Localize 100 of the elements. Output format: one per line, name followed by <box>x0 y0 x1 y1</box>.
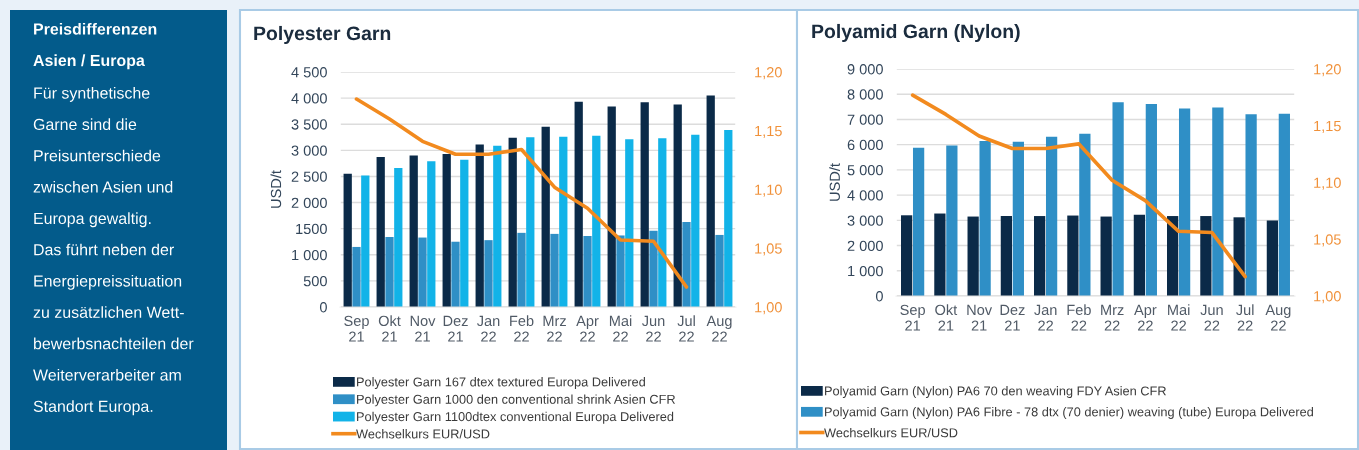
y-tick-label: 1 000 <box>292 249 327 261</box>
bar <box>583 235 592 307</box>
bar <box>475 144 484 307</box>
bar <box>1067 215 1079 296</box>
x-tick-label: Apr 22 <box>1134 304 1157 331</box>
bar <box>682 221 691 307</box>
x-tick-label: Feb 22 <box>1067 304 1091 331</box>
bar <box>625 139 634 307</box>
x-tick-label: Jun 22 <box>1200 304 1223 331</box>
bar <box>1233 217 1245 296</box>
text: Für synthetische Garne sind die Preisunterschiede zwischen Asien und Europa gewaltig. Das führt neben der Energiepreissituation zu zusätzlichen Wett- bewerbsnachteilen der Weiterverarbeiter am Standort Europa. <box>33 87 194 416</box>
x-tick-label: Sep 21 <box>344 315 369 342</box>
bar <box>517 232 526 307</box>
bar <box>912 147 925 296</box>
chart-title: Polyester Garn <box>254 25 391 45</box>
y-tick-label: 4 000 <box>291 93 327 104</box>
bar <box>706 95 715 307</box>
y-tick-label: 4 500 <box>291 67 327 78</box>
bar <box>394 168 403 307</box>
x-tick-label: Feb 22 <box>510 315 534 342</box>
x-tick-label: Aug 22 <box>1265 304 1291 331</box>
bar <box>1200 216 1212 296</box>
bar <box>508 137 517 307</box>
legend-label: Polyester Garn 1000 den conventional shrink Asien CFR <box>357 394 676 407</box>
bar <box>616 235 625 307</box>
bar <box>1100 216 1112 296</box>
bar <box>934 213 946 296</box>
y-tick-label: 500 <box>303 275 327 287</box>
bar <box>979 140 991 296</box>
line-series <box>354 97 689 289</box>
bar <box>1034 216 1046 296</box>
bar <box>640 102 649 307</box>
y2-tick-label: 1,10 <box>1314 177 1341 190</box>
bar <box>451 241 460 307</box>
y2-tick-label: 1,20 <box>755 67 782 80</box>
y-tick-label: 8 000 <box>847 89 883 100</box>
bar <box>1079 133 1091 296</box>
bar <box>724 129 733 307</box>
bar <box>1145 104 1157 296</box>
bar <box>1266 220 1279 296</box>
x-tick-label: Dez 21 <box>1000 304 1025 331</box>
y-tick-label: 3 500 <box>291 119 327 130</box>
chart-title: Preisdifferenzen Asien / Europa <box>33 23 157 70</box>
x-tick-label: Mai 22 <box>1168 304 1190 331</box>
bar <box>658 138 667 307</box>
y-tick-label: 0 <box>319 302 327 313</box>
bar <box>541 126 550 307</box>
bar <box>1112 102 1124 296</box>
bar <box>946 145 958 296</box>
x-tick-label: Nov 21 <box>410 315 436 342</box>
y2-tick-label: 1,15 <box>755 126 782 138</box>
bar <box>673 104 682 307</box>
bar <box>343 173 352 307</box>
bar <box>1167 216 1179 296</box>
legend-label: Wechselkurs EUR/USD <box>356 429 490 439</box>
y2-tick-label: 1,00 <box>1314 291 1341 304</box>
x-tick-label: Okt 21 <box>935 304 958 331</box>
bar <box>1000 216 1013 296</box>
y-tick-label: 1500 <box>296 223 327 235</box>
bar <box>409 155 418 307</box>
bar <box>1278 113 1290 296</box>
bar <box>574 101 583 307</box>
legend-label: Polyester Garn 167 dtex textured Europa Delivered <box>357 377 645 389</box>
y2-tick-label: 1,05 <box>755 243 782 256</box>
y2-tick-label: 1,05 <box>1314 234 1341 247</box>
bar <box>1212 107 1224 296</box>
bar <box>361 175 370 307</box>
bar <box>550 233 559 307</box>
bar <box>715 234 724 307</box>
bar <box>1012 141 1024 296</box>
x-tick-label: Nov 21 <box>967 304 993 331</box>
bar <box>691 134 700 307</box>
y-tick-label: 3 000 <box>291 145 327 156</box>
legend-label: Wechselkurs EUR/USD <box>824 427 958 438</box>
x-tick-label: Jan 22 <box>1034 304 1057 331</box>
y2-tick-label: 1,00 <box>755 302 782 315</box>
x-tick-label: Dez 21 <box>443 315 468 342</box>
y-tick-label: 2 500 <box>291 171 327 182</box>
bar <box>493 145 502 307</box>
y-tick-label: 2 000 <box>847 240 883 251</box>
line-series <box>910 93 1247 279</box>
x-tick-label: Okt 21 <box>378 315 401 342</box>
bar <box>607 106 616 307</box>
x-tick-label: Aug 22 <box>706 315 732 342</box>
x-tick-label: Mai 22 <box>609 315 632 342</box>
y-tick-label: 5 000 <box>847 164 883 176</box>
x-tick-label: Mrz 22 <box>1101 304 1124 331</box>
legend-label: Polyamid Garn (Nylon) PA6 Fibre - 78 dtx (70 denier) weaving (tube) Europa Delivered <box>825 406 1313 419</box>
bar <box>376 157 385 307</box>
bar <box>1045 136 1058 296</box>
bar <box>1245 114 1257 296</box>
legend-label: Polyester Garn 1100dtex conventional Europa Delivered <box>357 411 674 424</box>
bar <box>592 135 601 307</box>
x-tick-label: Jun 22 <box>641 315 665 342</box>
bar <box>1178 108 1191 296</box>
bar <box>460 159 469 307</box>
bar <box>385 237 394 307</box>
x-tick-label: Jul 22 <box>677 315 695 342</box>
bar <box>418 237 427 307</box>
y-tick-label: 0 <box>875 291 883 302</box>
